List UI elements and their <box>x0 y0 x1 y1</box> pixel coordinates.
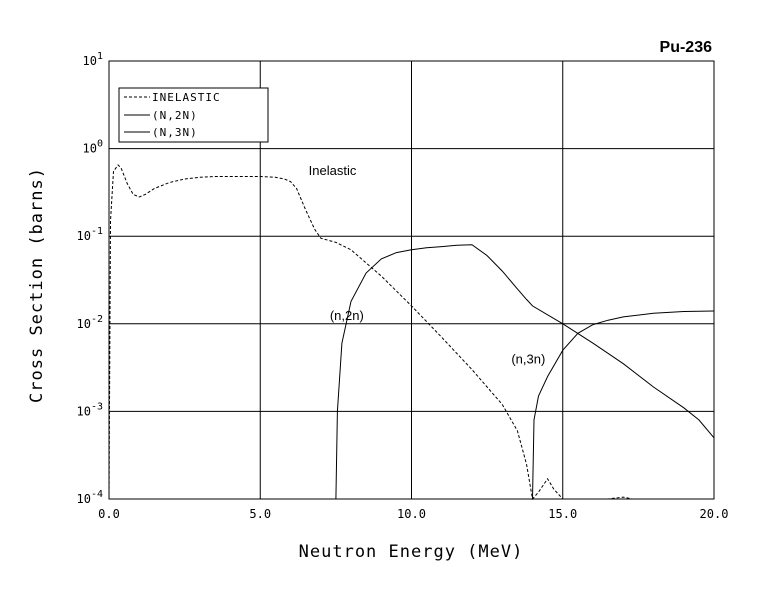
annotation-label: (n,2n) <box>330 308 364 323</box>
x-tick-label: 0.0 <box>98 507 120 521</box>
y-tick-label: 10-2 <box>77 314 104 331</box>
y-tick-label: 100 <box>83 139 103 156</box>
grid-lines <box>109 61 714 499</box>
y-axis-label: Cross Section (barns) <box>27 167 47 403</box>
legend-label-inelastic: INELASTIC <box>152 91 221 104</box>
annotations: Inelastic (n,2n) (n,3n) <box>309 163 546 367</box>
annotation-label: (n,3n) <box>511 352 545 367</box>
x-tick-label: 10.0 <box>397 507 426 521</box>
legend: INELASTIC (N,2N) (N,3N) <box>118 87 269 143</box>
legend-label-n3n: (N,3N) <box>152 126 198 139</box>
y-tick-label: 10-3 <box>77 401 104 418</box>
plot-frame <box>108 60 715 500</box>
x-tick-label: 20.0 <box>700 507 729 521</box>
series-line-n2n <box>335 244 715 500</box>
tick-labels: 0.0 5.0 10.0 15.0 20.0 101 100 10-1 10-2 10-3 10-4 <box>77 51 729 521</box>
x-tick-label: 15.0 <box>548 507 577 521</box>
legend-label-n2n: (N,2N) <box>152 109 198 122</box>
y-tick-label: 10-1 <box>77 226 104 243</box>
chart-title: Pu-236 <box>660 39 713 56</box>
y-tick-label: 101 <box>83 51 103 68</box>
series-line-n3n <box>532 310 715 500</box>
series-line-inelastic <box>108 164 714 501</box>
series-lines <box>108 164 715 501</box>
y-tick-label: 10-4 <box>77 489 104 506</box>
x-tick-label: 5.0 <box>249 507 271 521</box>
x-axis-label: Neutron Energy (MeV) <box>299 542 524 562</box>
annotation-label: Inelastic <box>309 163 357 178</box>
